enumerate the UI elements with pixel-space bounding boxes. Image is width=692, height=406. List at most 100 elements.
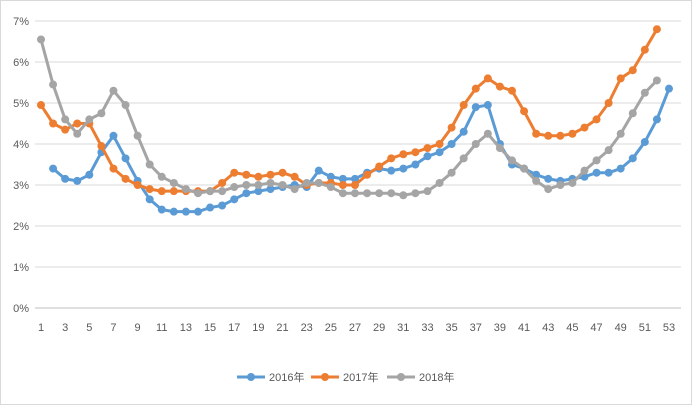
- series-line: [39, 28, 659, 193]
- data-point: [592, 156, 601, 165]
- y-tick-label: 7%: [13, 16, 29, 28]
- data-point: [290, 185, 299, 194]
- data-point: [423, 187, 432, 196]
- data-point: [592, 115, 601, 124]
- x-tick-label: 21: [276, 322, 288, 334]
- x-tick-label: 5: [86, 322, 92, 334]
- data-point: [157, 187, 166, 196]
- data-point: [616, 164, 625, 173]
- data-point: [411, 148, 420, 157]
- data-point: [363, 170, 372, 179]
- data-point: [109, 131, 118, 140]
- data-point: [254, 187, 263, 196]
- x-tick-label: 43: [542, 322, 554, 334]
- data-point: [85, 170, 94, 179]
- data-point: [266, 170, 275, 179]
- data-point: [109, 164, 118, 173]
- data-point: [580, 166, 589, 175]
- data-point: [169, 207, 178, 216]
- data-point: [121, 174, 130, 183]
- x-tick-label: 11: [156, 322, 167, 334]
- data-point: [604, 146, 613, 155]
- data-point: [544, 185, 553, 194]
- x-tick-label: 45: [566, 322, 578, 334]
- y-tick-label: 1%: [13, 262, 29, 274]
- data-point: [206, 187, 215, 196]
- data-point: [483, 129, 492, 138]
- data-point: [230, 195, 239, 204]
- data-point: [351, 174, 359, 183]
- data-point: [97, 142, 106, 151]
- data-point: [314, 178, 323, 187]
- data-point: [568, 129, 577, 138]
- x-tick-label: 13: [180, 322, 192, 334]
- data-point: [266, 178, 275, 187]
- data-point: [218, 178, 227, 187]
- data-point: [206, 203, 215, 212]
- data-point: [628, 66, 637, 75]
- data-point: [471, 103, 480, 112]
- data-point: [568, 178, 577, 187]
- data-point: [121, 101, 130, 110]
- data-point: [218, 201, 227, 210]
- data-point: [109, 86, 118, 95]
- data-point: [326, 183, 335, 192]
- y-tick-label: 6%: [13, 57, 29, 69]
- data-point: [157, 172, 166, 181]
- data-point: [435, 140, 444, 148]
- data-point: [447, 168, 456, 177]
- x-tick-label: 37: [470, 322, 482, 334]
- data-point: [49, 80, 58, 89]
- data-point: [423, 152, 432, 161]
- x-tick-label: 7: [110, 322, 116, 334]
- data-point: [387, 189, 396, 198]
- data-point: [640, 45, 649, 54]
- data-point: [326, 172, 335, 181]
- data-point: [133, 131, 142, 140]
- data-point: [520, 164, 529, 173]
- x-tick-label: 17: [228, 322, 240, 334]
- data-point: [665, 84, 673, 93]
- data-point: [471, 140, 480, 148]
- y-tick-label: 3%: [13, 180, 29, 192]
- data-point: [278, 168, 287, 177]
- data-point: [194, 207, 202, 216]
- x-tick-label: 39: [494, 322, 506, 334]
- data-point: [338, 174, 347, 183]
- x-tick-label: 35: [445, 322, 457, 334]
- data-point: [266, 185, 275, 194]
- legend-label: 2017年: [343, 370, 378, 384]
- x-tick-label: 25: [325, 322, 337, 334]
- data-point: [399, 191, 408, 200]
- x-tick-label: 31: [397, 322, 409, 334]
- legend-swatch-marker: [397, 373, 405, 381]
- x-tick-label: 51: [639, 322, 651, 334]
- data-point: [423, 144, 432, 153]
- data-point: [652, 76, 661, 85]
- legend-swatch-marker: [321, 373, 329, 381]
- data-point: [387, 166, 396, 175]
- data-point: [61, 115, 70, 124]
- data-point: [459, 154, 468, 163]
- data-point: [544, 131, 553, 140]
- data-point: [278, 181, 287, 189]
- data-point: [121, 154, 130, 163]
- data-point: [435, 148, 444, 157]
- legend-label: 2018年: [419, 370, 454, 384]
- data-point: [508, 156, 516, 165]
- data-point: [616, 129, 625, 138]
- data-point: [145, 195, 154, 204]
- x-tick-label: 47: [590, 322, 602, 334]
- data-point: [73, 119, 82, 128]
- data-point: [242, 181, 251, 189]
- data-point: [640, 137, 649, 146]
- data-point: [495, 144, 504, 153]
- data-point: [483, 101, 492, 110]
- data-point: [351, 189, 359, 198]
- data-point: [49, 164, 58, 173]
- x-tick-label: 29: [373, 322, 385, 334]
- data-point: [520, 107, 529, 116]
- data-point: [85, 115, 94, 124]
- data-point: [363, 189, 372, 198]
